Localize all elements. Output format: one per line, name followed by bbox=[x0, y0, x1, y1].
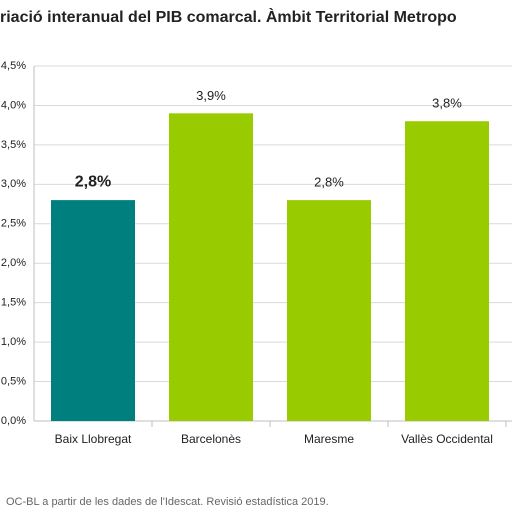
value-label: 2,8% bbox=[75, 173, 111, 190]
y-tick-label: 3,0% bbox=[1, 178, 26, 190]
value-label: 3,8% bbox=[432, 96, 462, 111]
bar bbox=[51, 200, 135, 421]
y-tick-label: 4,5% bbox=[1, 60, 26, 72]
y-tick-label: 3,5% bbox=[1, 139, 26, 151]
x-tick-label: Maresme bbox=[304, 432, 354, 446]
value-label: 2,8% bbox=[314, 175, 344, 190]
y-tick-label: 2,0% bbox=[1, 257, 26, 269]
source-note: OC-BL a partir de les dades de l'Idescat… bbox=[6, 496, 329, 508]
x-tick-label: Baix Llobregat bbox=[55, 432, 132, 446]
x-tick-label: Barcelonès bbox=[181, 432, 241, 446]
y-tick-label: 2,5% bbox=[1, 218, 26, 230]
y-tick-label: 4,0% bbox=[1, 99, 26, 111]
y-tick-label: 0,0% bbox=[1, 415, 26, 427]
value-label: 3,9% bbox=[196, 88, 226, 103]
y-tick-label: 0,5% bbox=[1, 375, 26, 387]
bar bbox=[287, 200, 371, 421]
y-tick-label: 1,0% bbox=[1, 336, 26, 348]
y-tick-label: 1,5% bbox=[1, 297, 26, 309]
x-tick-label: Vallès Occidental bbox=[401, 432, 493, 446]
bar bbox=[405, 121, 489, 421]
chart-title: riació interanual del PIB comarcal. Àmbi… bbox=[0, 7, 457, 26]
bar bbox=[169, 113, 253, 421]
